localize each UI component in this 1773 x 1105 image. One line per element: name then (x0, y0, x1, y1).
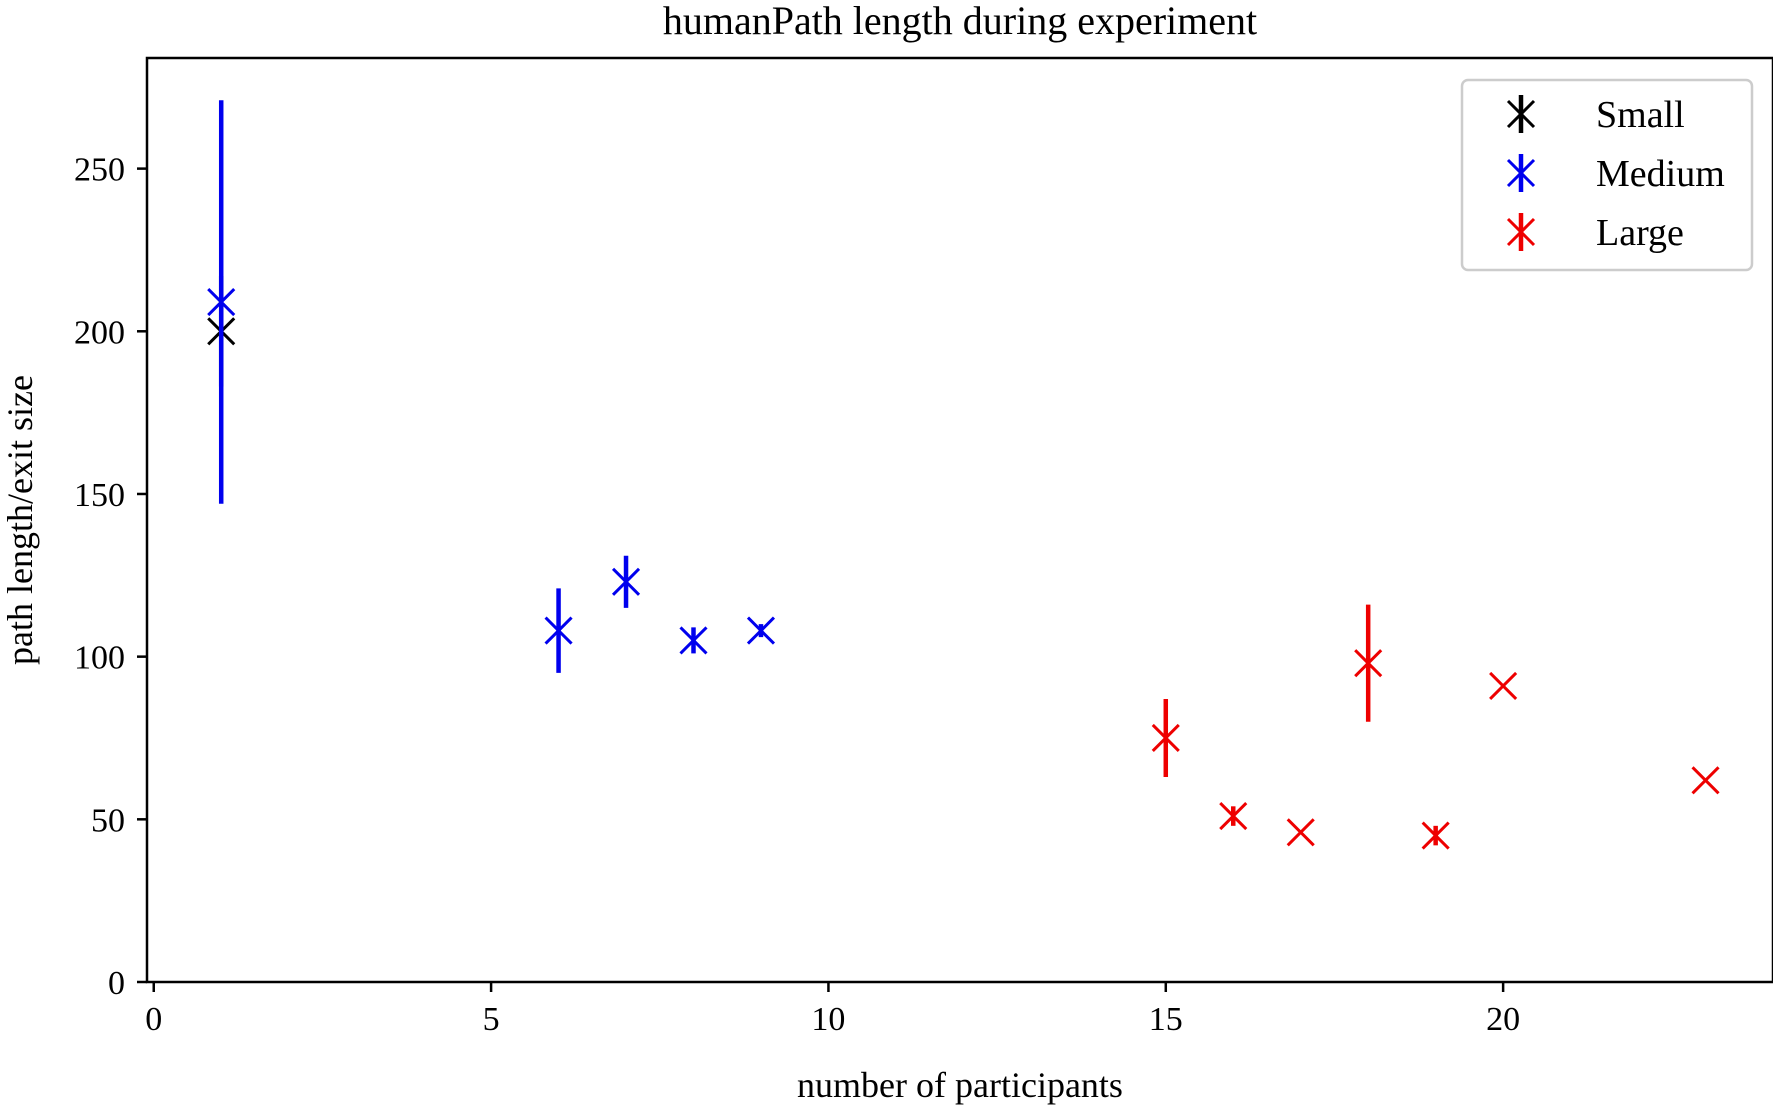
x-tick-label: 15 (1149, 1001, 1183, 1038)
data-point (611, 567, 641, 596)
legend-marker (1506, 158, 1536, 188)
y-tick-label: 150 (74, 477, 125, 514)
data-point (1421, 821, 1450, 850)
y-tick-label: 100 (74, 640, 125, 677)
data-point (1691, 766, 1720, 795)
y-tick-label: 200 (74, 314, 125, 351)
legend-marker (1506, 217, 1536, 247)
legend: Small Medium Large (1460, 78, 1754, 272)
x-tick-label: 0 (145, 1001, 162, 1038)
x-tick-label: 20 (1486, 1001, 1520, 1038)
data-point (679, 626, 708, 655)
chart-title: humanPath length during experiment (663, 0, 1257, 43)
legend-marker (1506, 99, 1536, 129)
y-tick-label: 50 (91, 802, 125, 839)
series-medium (207, 100, 776, 673)
legend-label: Large (1596, 212, 1684, 254)
data-point (1286, 818, 1315, 847)
data-point (1354, 649, 1383, 678)
data-point (1219, 802, 1248, 831)
data-marks (207, 100, 1720, 850)
data-point (544, 616, 573, 645)
data-point (207, 287, 236, 317)
y-tick-label: 0 (108, 965, 125, 1002)
x-tick-label: 5 (483, 1001, 500, 1038)
series-large (1151, 604, 1720, 850)
legend-item-small: Small (1506, 94, 1685, 136)
y-tick-label: 250 (74, 152, 125, 189)
legend-item-medium: Medium (1506, 153, 1725, 195)
data-point (746, 616, 776, 645)
data-point (1151, 723, 1180, 753)
legend-label: Small (1596, 94, 1685, 136)
y-axis-label: path length/exit size (0, 375, 40, 665)
y-axis: 0 50 100 150 200 250 (74, 152, 147, 1002)
data-point (1489, 671, 1518, 700)
legend-label: Medium (1596, 153, 1725, 195)
plot-area-frame (145, 56, 1773, 984)
x-axis: 0 5 10 15 20 (145, 982, 1520, 1038)
x-tick-label: 10 (811, 1001, 845, 1038)
legend-box (1460, 78, 1754, 272)
x-axis-label: number of participants (797, 1065, 1123, 1105)
legend-item-large: Large (1506, 212, 1684, 254)
